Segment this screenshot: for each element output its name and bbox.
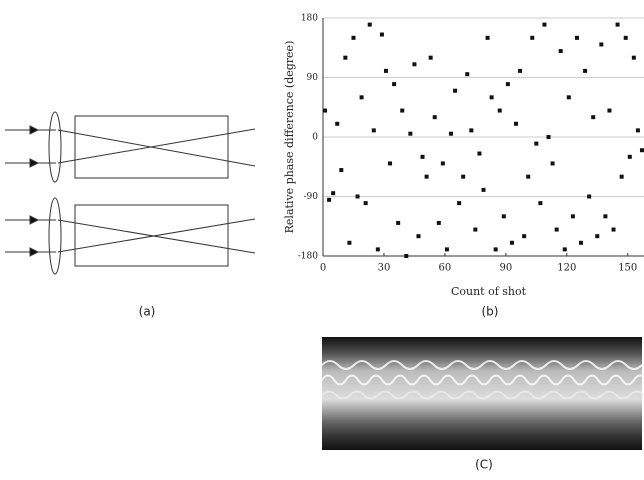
point (522, 234, 527, 239)
point (583, 68, 588, 73)
x-tick-label: 30 (378, 263, 391, 274)
point (367, 22, 372, 27)
point (375, 247, 380, 252)
point (579, 240, 584, 245)
point (383, 68, 388, 73)
x-tick-label: 90 (499, 263, 512, 274)
point (542, 22, 547, 27)
point (440, 161, 445, 166)
point (416, 234, 421, 239)
point (635, 128, 640, 133)
point (595, 234, 600, 239)
point (493, 247, 498, 252)
point (591, 115, 596, 120)
point (603, 214, 608, 219)
point (448, 131, 453, 136)
point (514, 121, 519, 126)
point (396, 220, 401, 225)
point (587, 194, 592, 199)
point (400, 108, 405, 113)
point (408, 131, 413, 136)
panel-label: (b) (482, 305, 499, 319)
x-tick-label: 120 (557, 263, 576, 274)
point (574, 35, 579, 40)
point (404, 254, 409, 258)
point (351, 35, 356, 40)
point (331, 191, 336, 196)
point (615, 22, 620, 27)
point (359, 95, 364, 100)
point (631, 55, 636, 60)
image-c (321, 337, 644, 450)
point (355, 194, 360, 199)
point (505, 82, 510, 87)
point (436, 220, 441, 225)
point (485, 35, 490, 40)
point (554, 227, 559, 232)
point (339, 168, 344, 173)
point (509, 240, 514, 245)
x-tick-label: 60 (439, 263, 452, 274)
y-tick-label: 180 (301, 14, 318, 24)
point (469, 128, 474, 133)
x-tick-label: 0 (320, 263, 326, 274)
y-tick-label: 0 (312, 133, 318, 143)
point (619, 174, 624, 179)
chart: -180 -90 0 90 180 0 30 60 90 120 150 Count of shot R… (283, 14, 644, 319)
point (424, 174, 429, 179)
point (453, 88, 458, 93)
point (518, 68, 523, 73)
point (623, 35, 628, 40)
point (461, 174, 466, 179)
point (428, 55, 433, 60)
point (335, 121, 340, 126)
point (566, 95, 571, 100)
point (388, 161, 393, 166)
point (392, 82, 397, 87)
panel-label: (a) (139, 305, 156, 319)
point (627, 154, 632, 159)
point (538, 201, 543, 206)
point (526, 174, 531, 179)
point (546, 135, 551, 139)
point (323, 108, 328, 113)
point (432, 115, 437, 120)
point (558, 49, 563, 54)
point (599, 42, 604, 47)
point (420, 154, 425, 159)
point (465, 72, 470, 77)
panel-label: (C) (475, 458, 493, 472)
point (611, 227, 616, 232)
point (457, 201, 462, 206)
point (379, 32, 384, 37)
point (562, 247, 567, 252)
point (473, 227, 478, 232)
point (412, 62, 417, 67)
point (550, 161, 555, 166)
y-tick-label: 90 (307, 73, 319, 83)
y-axis-label: Relative phase difference (degree) (283, 41, 296, 234)
point (607, 108, 612, 113)
point (477, 151, 482, 156)
point (444, 247, 449, 252)
point (489, 95, 494, 100)
point (347, 240, 352, 245)
point (497, 108, 502, 113)
point (371, 128, 376, 133)
point (501, 214, 506, 219)
y-tick-label: -90 (304, 192, 319, 202)
point (343, 55, 348, 60)
point (639, 148, 644, 153)
point (530, 35, 535, 40)
point (363, 201, 368, 206)
point (570, 214, 575, 219)
diagram-a (5, 111, 256, 275)
y-tick-label: -180 (298, 252, 318, 262)
point (534, 141, 539, 146)
point (481, 187, 486, 192)
x-axis-label: Count of shot (451, 285, 527, 298)
point (327, 197, 332, 202)
x-tick-label: 150 (618, 263, 637, 274)
